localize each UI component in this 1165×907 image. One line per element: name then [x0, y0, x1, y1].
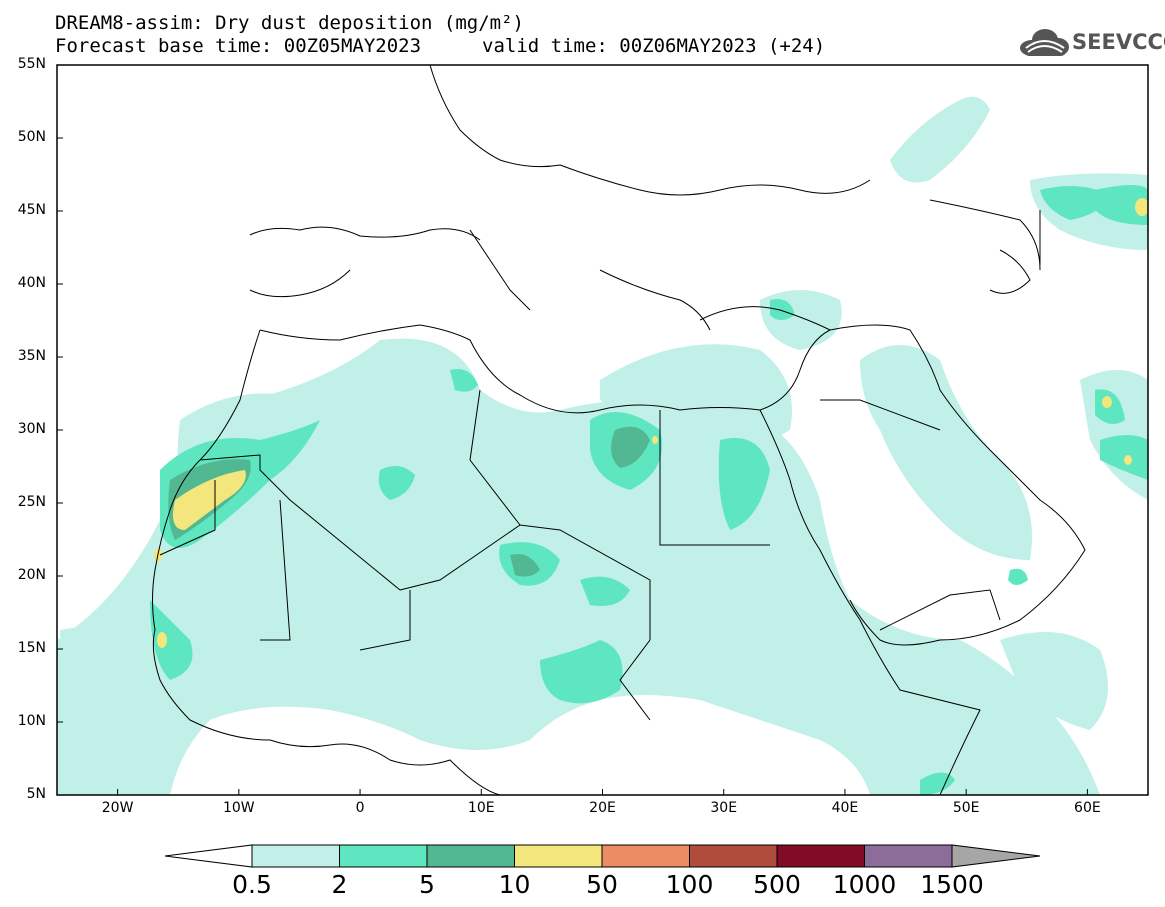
- colorbar-label: 0.5: [232, 870, 272, 899]
- x-tick-label: 40E: [831, 800, 859, 816]
- colorbar-segment: [864, 844, 953, 868]
- colorbar-label: 500: [753, 870, 801, 899]
- colorbar-segment: [689, 844, 778, 868]
- deposition-10-50: [154, 198, 1148, 648]
- colorbar-segment: [514, 844, 603, 868]
- colorbar-label: 100: [665, 870, 714, 899]
- colorbar-label: 5: [419, 870, 435, 899]
- valid-time: valid time: 00Z06MAY2023 (+24): [482, 35, 826, 57]
- y-tick-label: 15N: [17, 640, 46, 656]
- y-tick-label: 35N: [17, 348, 46, 364]
- x-tick-label: 20E: [589, 800, 616, 816]
- colorbar-segment: [426, 844, 515, 868]
- x-tick-label: 0: [355, 800, 365, 816]
- y-tick-label: 5N: [26, 786, 46, 802]
- colorbar-segment: [776, 844, 865, 868]
- x-tick-label: 30E: [710, 800, 738, 816]
- x-tick-label: 10E: [467, 800, 495, 816]
- coastlines: [152, 65, 1086, 795]
- x-tick-label: 10W: [222, 800, 255, 816]
- colorbar-label: 1500: [920, 870, 984, 899]
- y-tick-label: 55N: [17, 56, 46, 72]
- colorbar-segment: [251, 844, 340, 868]
- borders: [159, 210, 1041, 721]
- y-tick-label: 10N: [17, 713, 46, 729]
- colorbar-label: 1000: [832, 870, 897, 899]
- colorbar: [164, 844, 1041, 868]
- colorbar-label: 50: [586, 870, 618, 899]
- colorbar-label: 2: [331, 870, 348, 899]
- y-tick-label: 25N: [17, 494, 46, 510]
- y-tick-label: 30N: [17, 421, 46, 437]
- x-tick-label: 20W: [101, 800, 134, 816]
- cloud-logo-icon: [1020, 29, 1069, 56]
- y-tick-label: 45N: [17, 202, 46, 218]
- logo-text: SEEVCCC: [1072, 30, 1165, 54]
- y-tick-label: 40N: [17, 275, 46, 291]
- y-tick-label: 50N: [17, 129, 46, 145]
- x-tick-label: 60E: [1074, 800, 1101, 816]
- colorbar-segment: [601, 844, 690, 868]
- y-tick-label: 20N: [17, 567, 46, 583]
- x-tick-label: 50E: [952, 800, 980, 816]
- colorbar-segment: [339, 844, 428, 868]
- map-title: DREAM8-assim: Dry dust deposition (mg/m²…: [55, 12, 524, 34]
- colorbar-overflow: [951, 844, 1041, 868]
- colorbar-underflow: [164, 844, 253, 868]
- colorbar-label: 10: [498, 870, 531, 899]
- forecast-base-time: Forecast base time: 00Z05MAY2023: [55, 35, 422, 57]
